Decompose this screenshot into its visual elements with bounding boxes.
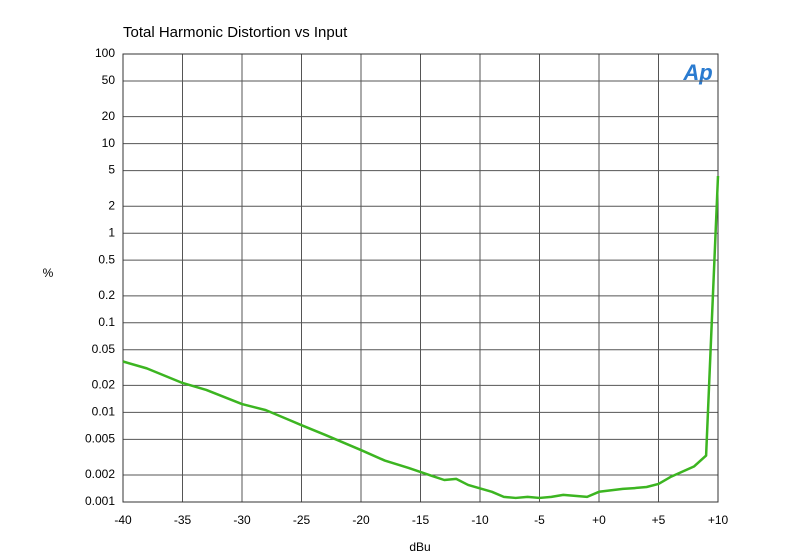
y-tick-label: 2 xyxy=(108,198,115,212)
x-axis-label: dBu xyxy=(409,540,430,554)
y-tick-label: 50 xyxy=(102,73,116,87)
y-tick-label: 0.002 xyxy=(85,467,115,481)
x-tick-label: -10 xyxy=(471,513,489,527)
x-tick-label: -35 xyxy=(174,513,192,527)
x-tick-label: +5 xyxy=(652,513,666,527)
plot-frame xyxy=(122,53,719,503)
y-tick-label: 0.05 xyxy=(92,342,116,356)
y-tick-label: 20 xyxy=(102,109,116,123)
y-tick-label: 0.005 xyxy=(85,432,115,446)
y-tick-label: 100 xyxy=(95,46,115,60)
y-tick-label: 0.001 xyxy=(85,494,115,508)
y-tick-label: 5 xyxy=(108,163,115,177)
x-tick-label: -25 xyxy=(293,513,311,527)
y-axis-label: % xyxy=(43,266,54,280)
x-tick-label: -30 xyxy=(233,513,251,527)
x-tick-label: +0 xyxy=(592,513,606,527)
x-tick-label: -20 xyxy=(352,513,370,527)
x-tick-label: -40 xyxy=(114,513,132,527)
data-line xyxy=(122,175,720,500)
y-tick-label: 1 xyxy=(108,225,115,239)
y-tick-label: 0.2 xyxy=(98,288,115,302)
chart-title: Total Harmonic Distortion vs Input xyxy=(123,24,348,41)
y-tick-label: 10 xyxy=(102,136,116,150)
x-tick-label: -15 xyxy=(412,513,430,527)
y-tick-label: 0.02 xyxy=(92,378,116,392)
y-tick-label: 0.5 xyxy=(98,252,115,266)
y-tick-label: 0.01 xyxy=(92,405,116,419)
y-tick-label: 0.1 xyxy=(98,315,115,329)
x-tick-label: -5 xyxy=(534,513,545,527)
x-tick-label: +10 xyxy=(708,513,729,527)
